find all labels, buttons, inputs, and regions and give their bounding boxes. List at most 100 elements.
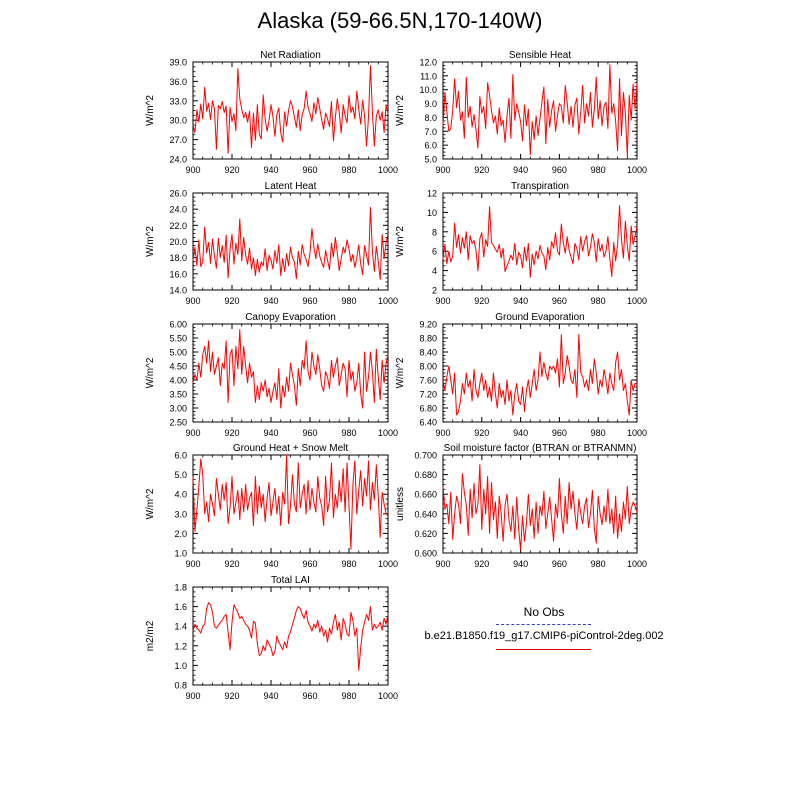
y-tick-label: 5.0 [174,470,187,480]
series-line-ground-evaporation [442,334,637,416]
x-tick-label: 900 [435,165,450,175]
series-line-total-lai [192,602,389,671]
panel-title: Ground Heat + Snow Melt [233,443,349,454]
x-tick-label: 960 [302,165,317,175]
y-tick-label: 30.0 [169,116,187,126]
panel-title: Total LAI [271,575,310,586]
main-title: Alaska (59-66.5N,170-140W) [257,8,543,33]
y-tick-label: 0.660 [414,490,437,500]
y-tick-label: 9.0 [424,99,437,109]
x-tick-label: 940 [513,296,528,306]
legend-item-obs: No Obs [420,605,668,627]
x-tick-label: 980 [341,559,356,569]
x-tick-label: 1000 [627,165,647,175]
x-tick-label: 1000 [627,559,647,569]
panel-total-lai: Total LAI m2/m2 900 920 940 960 980 1000 0.8 1.0 1… [145,575,398,701]
plot-frame [442,61,638,160]
y-tick-label: 8.0 [424,113,437,123]
panel-title: Transpiration [511,181,569,192]
y-tick-label: 27.0 [169,135,187,145]
y-tick-label: 8.40 [419,348,437,358]
y-tick-label: 4.50 [169,362,187,372]
x-tick-label: 900 [435,428,450,438]
y-tick-label: 5.00 [169,348,187,358]
y-tick-label: 16.0 [169,269,187,279]
y-axis-label: W/m^2 [395,226,406,257]
x-tick-label: 1000 [378,559,398,569]
y-tick-label: 11.0 [420,71,437,81]
y-tick-label: 39.0 [169,58,187,68]
legend: No Obs b.e21.B1850.f19_g17.CMIP6-piContr… [420,605,668,657]
x-tick-label: 900 [185,559,200,569]
x-tick-label: 920 [224,691,239,701]
x-tick-label: 940 [263,296,278,306]
y-axis-label: W/m^2 [395,357,406,388]
x-tick-label: 920 [474,559,489,569]
series-line-soil-moisture-factor-btran-or-btranmn [442,464,638,551]
x-tick-label: 980 [591,296,606,306]
legend-line-model [496,649,591,650]
y-tick-label: 20.0 [169,237,187,247]
x-tick-label: 1000 [378,296,398,306]
x-tick-label: 1000 [378,428,398,438]
x-tick-label: 900 [435,296,450,306]
y-tick-label: 8.80 [419,334,437,344]
x-tick-label: 960 [302,559,317,569]
x-tick-label: 960 [302,428,317,438]
y-tick-label: 5.0 [424,155,437,165]
panel-ground-heat-snow-melt: Ground Heat + Snow Melt W/m^2 900 920 940 960… [145,443,398,569]
x-tick-label: 980 [591,428,606,438]
y-tick-label: 0.620 [414,529,437,539]
x-tick-label: 960 [552,165,567,175]
series-line-ground-heat-snow-melt [192,454,389,550]
x-tick-label: 1000 [627,296,647,306]
x-tick-label: 940 [263,691,278,701]
y-tick-label: 14.0 [169,286,187,296]
x-tick-label: 920 [224,559,239,569]
y-tick-label: 2.50 [169,418,187,428]
x-tick-label: 920 [224,296,239,306]
y-tick-label: 8.00 [419,362,437,372]
y-tick-label: 12.0 [419,58,437,68]
y-tick-label: 10 [427,208,437,218]
x-tick-label: 980 [341,165,356,175]
x-tick-label: 1000 [378,691,398,701]
y-tick-label: 6.80 [419,404,437,414]
y-tick-label: 36.0 [169,77,187,87]
y-tick-label: 3.50 [169,390,187,400]
series-line-canopy-evaporation [192,329,389,409]
x-tick-label: 960 [302,691,317,701]
x-tick-label: 920 [474,165,489,175]
x-tick-label: 940 [263,428,278,438]
y-tick-label: 24.0 [169,155,187,165]
x-tick-label: 900 [185,296,200,306]
y-tick-label: 26.0 [169,189,187,199]
y-tick-label: 4.00 [169,376,187,386]
y-tick-label: 1.2 [174,641,187,651]
x-tick-label: 900 [185,428,200,438]
series-line-transpiration [442,205,638,278]
series-line-latent-heat [192,207,389,280]
y-axis-label: unitless [395,487,406,521]
x-tick-label: 1000 [627,428,647,438]
x-tick-label: 1000 [378,165,398,175]
panel-latent-heat: Latent Heat W/m^2 900 920 940 960 980 1000 14.0 1… [145,181,398,306]
y-tick-label: 7.0 [424,127,437,137]
y-tick-label: 2.0 [174,529,187,539]
y-axis-label: W/m^2 [145,95,156,126]
x-tick-label: 940 [263,165,278,175]
plot-frame [192,323,389,423]
series-line-net-radiation [192,65,389,154]
y-tick-label: 0.700 [414,451,437,461]
panel-title: Soil moisture factor (BTRAN or BTRANMN) [444,443,637,454]
panel-title: Sensible Heat [509,50,571,61]
y-tick-label: 1.8 [174,583,187,593]
x-tick-label: 900 [185,165,200,175]
y-tick-label: 6 [432,247,437,257]
y-tick-label: 33.0 [169,96,187,106]
panel-title: Latent Heat [265,181,317,192]
x-tick-label: 900 [435,559,450,569]
y-tick-label: 9.20 [419,320,437,330]
y-tick-label: 7.60 [419,376,437,386]
plot-frame [192,192,389,291]
